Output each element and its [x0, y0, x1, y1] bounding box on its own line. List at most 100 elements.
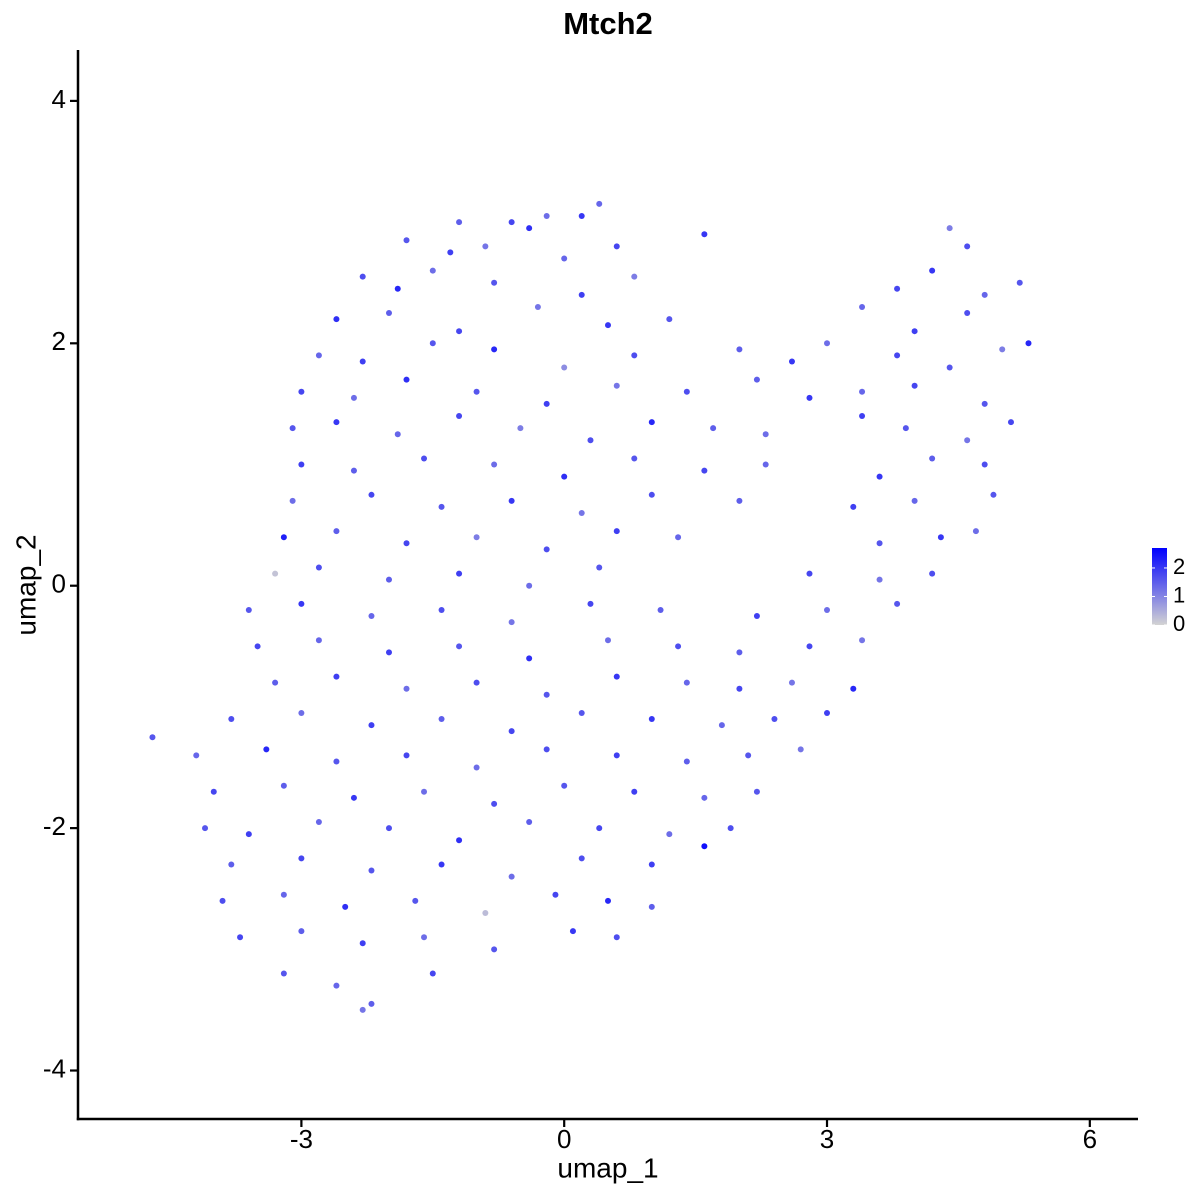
point: [675, 643, 682, 650]
point: [972, 528, 979, 535]
point: [666, 316, 673, 323]
point: [473, 764, 480, 771]
point: [578, 213, 585, 220]
point: [508, 219, 515, 226]
point: [613, 673, 620, 680]
point: [543, 400, 550, 407]
point: [736, 685, 743, 692]
point: [596, 564, 603, 571]
point: [613, 382, 620, 389]
point: [824, 606, 831, 613]
point: [359, 358, 366, 365]
point: [788, 358, 795, 365]
point: [491, 461, 498, 468]
point: [753, 376, 760, 383]
point: [824, 709, 831, 716]
point: [491, 800, 498, 807]
point: [946, 225, 953, 232]
point: [333, 316, 340, 323]
point: [648, 716, 655, 723]
point: [421, 788, 428, 795]
point: [929, 455, 936, 462]
point: [254, 643, 261, 650]
point: [613, 528, 620, 535]
point: [929, 570, 936, 577]
point: [429, 340, 436, 347]
point: [578, 291, 585, 298]
point: [412, 897, 419, 904]
point: [859, 303, 866, 310]
point: [850, 503, 857, 510]
point: [263, 746, 270, 753]
point: [350, 794, 357, 801]
point: [298, 855, 305, 862]
point: [561, 473, 568, 480]
point: [289, 425, 296, 432]
point: [237, 934, 244, 941]
point: [403, 376, 410, 383]
point: [999, 346, 1006, 353]
point: [797, 746, 804, 753]
point: [368, 867, 375, 874]
point: [333, 673, 340, 680]
y-tick-label: -4: [43, 1053, 66, 1083]
point: [421, 934, 428, 941]
point: [648, 903, 655, 910]
point: [245, 831, 252, 838]
point: [403, 237, 410, 244]
point: [578, 709, 585, 716]
point: [946, 364, 953, 371]
x-tick-label: 6: [1083, 1124, 1097, 1154]
point: [280, 534, 287, 541]
point: [526, 582, 533, 589]
point: [315, 819, 322, 826]
colorbar-tick-label: 1: [1173, 582, 1185, 607]
point: [517, 425, 524, 432]
point: [605, 897, 611, 904]
point: [245, 606, 252, 613]
point: [981, 461, 988, 468]
point: [578, 855, 585, 862]
point: [429, 970, 436, 977]
point: [859, 413, 866, 420]
point: [368, 722, 375, 729]
point: [850, 685, 857, 692]
point: [315, 352, 322, 359]
point: [657, 606, 664, 613]
point: [753, 788, 760, 795]
point: [272, 679, 279, 686]
point: [508, 728, 515, 735]
point: [806, 643, 813, 650]
point: [675, 534, 682, 541]
point: [911, 328, 918, 335]
point: [394, 431, 401, 438]
point: [561, 782, 568, 789]
point: [280, 891, 287, 898]
point: [403, 685, 410, 692]
point: [788, 679, 795, 686]
point: [456, 570, 463, 577]
point: [438, 606, 445, 613]
point: [964, 437, 971, 444]
point: [736, 346, 743, 353]
chart-title: Mtch2: [563, 6, 653, 41]
point: [333, 758, 340, 765]
point: [937, 534, 944, 541]
point: [473, 534, 480, 541]
point: [447, 249, 454, 256]
point: [333, 528, 340, 535]
y-tick-label: 4: [52, 84, 66, 114]
point: [473, 679, 480, 686]
point: [876, 473, 883, 480]
point: [350, 394, 357, 401]
point: [298, 709, 305, 716]
point: [753, 613, 760, 620]
point: [438, 861, 445, 868]
point: [298, 388, 305, 395]
point: [543, 746, 550, 753]
point: [824, 340, 831, 347]
colorbar: [1152, 548, 1167, 625]
point: [596, 200, 603, 207]
point: [219, 897, 226, 904]
point: [631, 455, 638, 462]
